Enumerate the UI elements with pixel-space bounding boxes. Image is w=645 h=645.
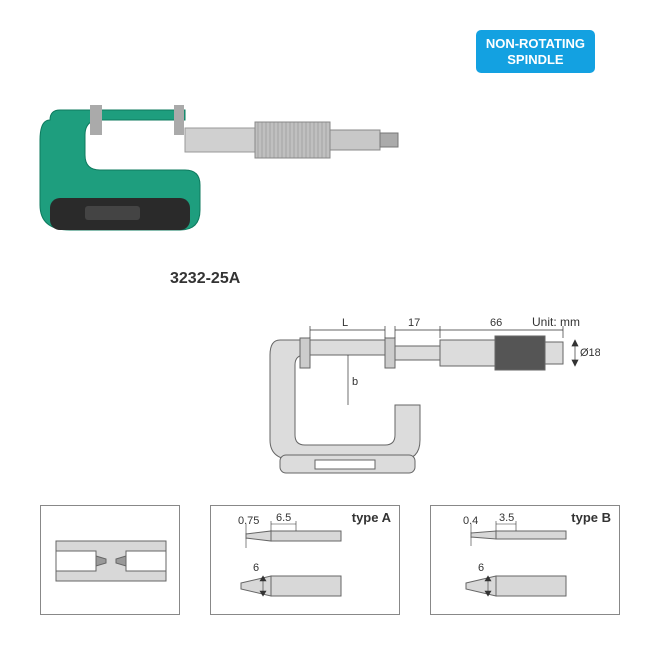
badge-line2: SPINDLE — [507, 52, 563, 67]
typeb-thickness: 0.4 — [463, 515, 478, 527]
type-b-panel: type B 0.4 3.5 6 — [430, 505, 620, 615]
typea-thickness: 0.75 — [238, 515, 259, 527]
bottom-diagram-row: type A 0.75 6.5 6 type — [40, 505, 620, 615]
typeb-width: 3.5 — [499, 512, 514, 524]
dim-dia: Ø18 — [580, 347, 600, 359]
model-number: 3232-25A — [170, 270, 240, 288]
typea-width: 6.5 — [276, 512, 291, 524]
type-a-panel: type A 0.75 6.5 6 — [210, 505, 400, 615]
dim-b: b — [352, 376, 358, 388]
dim-L: L — [342, 317, 348, 329]
main-dimension-diagram: L 17 66 Ø18 b — [250, 310, 600, 480]
typea-height: 6 — [253, 562, 259, 574]
type-b-label: type B — [571, 510, 611, 525]
blade-topview-panel — [40, 505, 180, 615]
dim-17: 17 — [408, 317, 420, 329]
badge-line1: NON-ROTATING — [486, 36, 585, 51]
product-photo — [30, 90, 430, 250]
typeb-height: 6 — [478, 562, 484, 574]
dim-66: 66 — [490, 317, 502, 329]
type-a-label: type A — [352, 510, 391, 525]
non-rotating-spindle-badge: NON-ROTATING SPINDLE — [476, 30, 595, 73]
